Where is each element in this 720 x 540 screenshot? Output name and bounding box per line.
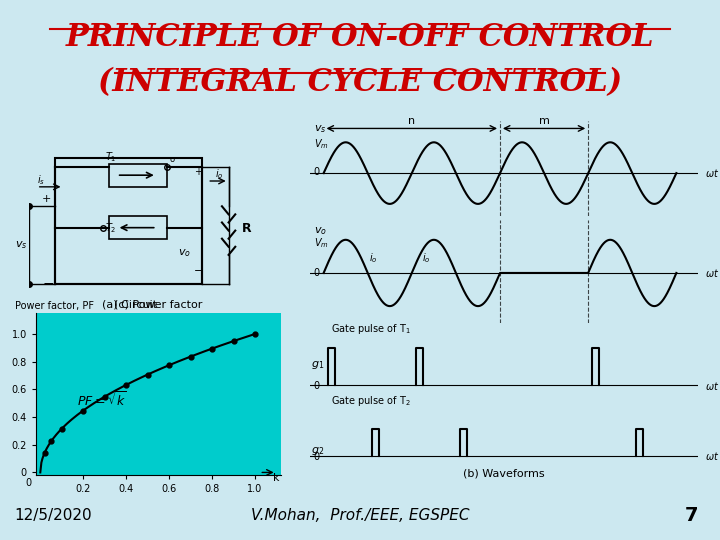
Text: (b) Waveforms: (b) Waveforms — [463, 469, 545, 479]
Text: $i_s$: $i_s$ — [37, 173, 45, 187]
Text: o: o — [170, 154, 175, 164]
Text: $i_o$: $i_o$ — [215, 167, 224, 181]
Text: 12/5/2020: 12/5/2020 — [14, 508, 92, 523]
Text: +: + — [194, 167, 202, 177]
Text: $i_o$: $i_o$ — [422, 251, 431, 265]
Text: 0: 0 — [314, 167, 320, 177]
Text: $V_m$: $V_m$ — [314, 137, 328, 151]
Text: $v_s$: $v_s$ — [16, 239, 28, 251]
Text: V.Mohan,  Prof./EEE, EGSPEC: V.Mohan, Prof./EEE, EGSPEC — [251, 508, 469, 523]
Text: 0: 0 — [314, 381, 320, 391]
Text: 0: 0 — [26, 478, 32, 488]
Text: $T_1$: $T_1$ — [104, 151, 117, 164]
Text: (INTEGRAL CYCLE CONTROL): (INTEGRAL CYCLE CONTROL) — [98, 67, 622, 98]
Text: $\omega t$: $\omega t$ — [705, 267, 719, 279]
Title: (c) Power factor: (c) Power factor — [114, 300, 202, 309]
Text: Power factor, PF: Power factor, PF — [14, 301, 94, 311]
Text: m: m — [539, 117, 549, 126]
Text: $T_2$: $T_2$ — [104, 221, 116, 235]
Text: (a) Circuit: (a) Circuit — [102, 299, 158, 309]
Text: R: R — [242, 221, 251, 234]
Text: $v_o$: $v_o$ — [314, 225, 327, 237]
Bar — [55, 158, 202, 284]
Text: +: + — [42, 194, 52, 205]
Text: −: − — [194, 266, 203, 276]
Text: PRINCIPLE OF ON-OFF CONTROL: PRINCIPLE OF ON-OFF CONTROL — [66, 22, 654, 52]
Text: $V_m$: $V_m$ — [314, 237, 328, 250]
Bar — [109, 164, 167, 187]
Text: $\omega t$: $\omega t$ — [705, 380, 719, 392]
Text: Gate pulse of T$_2$: Gate pulse of T$_2$ — [330, 394, 410, 408]
Text: $PF = \sqrt{k}$: $PF = \sqrt{k}$ — [77, 390, 127, 409]
Text: 7: 7 — [685, 506, 698, 525]
Text: $v_s$: $v_s$ — [314, 124, 326, 136]
Text: 0: 0 — [314, 268, 320, 278]
Text: k: k — [274, 472, 280, 483]
Text: $\omega t$: $\omega t$ — [705, 450, 719, 462]
Text: $g_1$: $g_1$ — [311, 359, 324, 371]
Text: $i_o$: $i_o$ — [369, 251, 377, 265]
Text: $v_o$: $v_o$ — [178, 247, 191, 259]
Text: 0: 0 — [314, 452, 320, 462]
Text: $\omega t$: $\omega t$ — [705, 167, 719, 179]
Bar — [109, 216, 167, 239]
Text: n: n — [408, 117, 415, 126]
Text: $g_2$: $g_2$ — [311, 446, 324, 457]
Text: Gate pulse of T$_1$: Gate pulse of T$_1$ — [330, 322, 410, 336]
Text: −: − — [42, 277, 54, 291]
